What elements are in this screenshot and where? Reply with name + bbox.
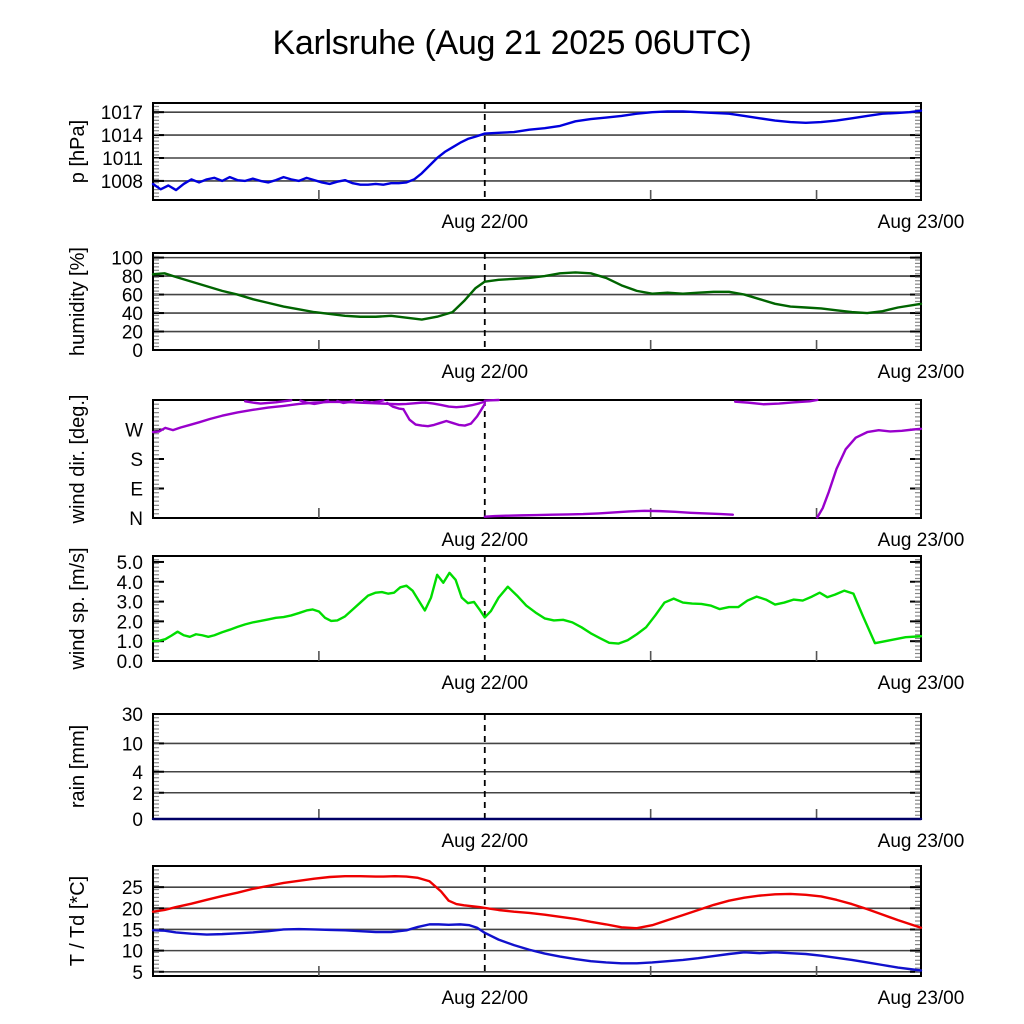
ytick-label: 1014 (101, 126, 144, 147)
data-trace-T (151, 874, 923, 930)
panel-frame (152, 555, 922, 662)
ytick-label: E (130, 480, 143, 501)
ytick-label: 0 (132, 810, 143, 831)
ytick-label: 3.0 (117, 593, 143, 614)
ytick-label: 40 (122, 304, 143, 325)
ytick-label: 60 (122, 286, 143, 307)
data-trace-wind_direction (151, 400, 427, 434)
xaxis-tick-label: Aug 23/00 (878, 831, 965, 852)
ytick-label: 80 (122, 267, 143, 288)
ytick-label: S (130, 450, 143, 471)
data-trace-wind_speed (151, 571, 923, 645)
data-trace-pressure (151, 109, 923, 192)
data-trace-Td (151, 923, 923, 972)
ytick-label: 10 (122, 734, 143, 755)
ytick-label: 5.0 (117, 553, 143, 574)
data-trace-wind_direction (363, 399, 385, 404)
ytick-label: 2 (132, 784, 143, 805)
panel-frame (152, 865, 922, 977)
xaxis-tick-label: Aug 23/00 (878, 988, 965, 1009)
ytick-label: 15 (122, 920, 143, 941)
ytick-label: N (129, 509, 143, 530)
ytick-label: 5 (132, 963, 143, 984)
xaxis-tick-label: Aug 22/00 (441, 988, 528, 1009)
panel-frame (152, 399, 922, 519)
xaxis-tick-label: Aug 23/00 (878, 362, 965, 383)
data-trace-humidity (151, 271, 923, 321)
ytick-label: 30 (122, 705, 143, 726)
ytick-label: 1011 (102, 149, 143, 170)
ytick-label: 25 (122, 878, 143, 899)
xaxis-tick-label: Aug 22/00 (441, 530, 528, 551)
page-title: Karlsruhe (Aug 21 2025 06UTC) (272, 24, 752, 62)
ytick-label: 4 (132, 763, 143, 784)
data-trace-wind_direction (733, 398, 819, 406)
data-trace-wind_direction (424, 400, 486, 409)
ytick-label: W (125, 421, 143, 442)
xaxis-tick-label: Aug 23/00 (878, 530, 965, 551)
data-trace-wind_direction (483, 509, 735, 518)
ytick-label: 2.0 (117, 612, 143, 633)
panel-frame (152, 713, 922, 820)
ytick-label: 1017 (101, 103, 143, 124)
xaxis-tick-label: Aug 22/00 (441, 831, 528, 852)
data-trace-wind_direction (386, 401, 405, 411)
panel-ylabel: wind dir. [deg.] (67, 395, 89, 525)
panel-ylabel: T / Td [*C] (67, 876, 89, 966)
xaxis-tick-label: Aug 22/00 (441, 362, 528, 383)
panel-rain: 0 24 10 30 rain [mm] Aug 22/00 Aug 23/00 (67, 705, 964, 852)
panel-ylabel: p [hPa] (67, 120, 89, 183)
data-trace-wind_direction (336, 399, 356, 405)
ytick-label: 0 (132, 341, 143, 362)
panel-frame (152, 102, 922, 201)
ytick-label: 1.0 (117, 632, 143, 653)
ytick-label: 10 (122, 942, 143, 963)
data-trace-wind_direction (243, 399, 293, 405)
ytick-label: 0.0 (117, 652, 143, 673)
data-trace-wind_direction (402, 402, 486, 428)
panel-ylabel: rain [mm] (67, 725, 89, 808)
panel-ylabel: humidity [%] (67, 247, 89, 356)
ytick-label: 1008 (101, 172, 143, 193)
panel-wind_speed: 0.01.02.03.04.05.0 wind sp. [m/s] Aug 22/0… (67, 547, 964, 694)
xaxis-tick-label: Aug 22/00 (441, 212, 528, 233)
xaxis-tick-label: Aug 23/00 (878, 212, 965, 233)
data-trace-wind_direction (816, 427, 923, 519)
panel-frame (152, 252, 922, 351)
panel-ylabel: wind sp. [m/s] (67, 547, 89, 670)
data-trace-wind_direction (483, 398, 500, 402)
ytick-label: 20 (122, 323, 143, 344)
ytick-label: 20 (122, 899, 143, 920)
data-trace-wind_direction (299, 399, 330, 406)
ytick-label: 4.0 (117, 573, 143, 594)
xaxis-tick-label: Aug 22/00 (441, 673, 528, 694)
xaxis-tick-label: Aug 23/00 (878, 673, 965, 694)
ytick-label: 100 (111, 249, 143, 270)
